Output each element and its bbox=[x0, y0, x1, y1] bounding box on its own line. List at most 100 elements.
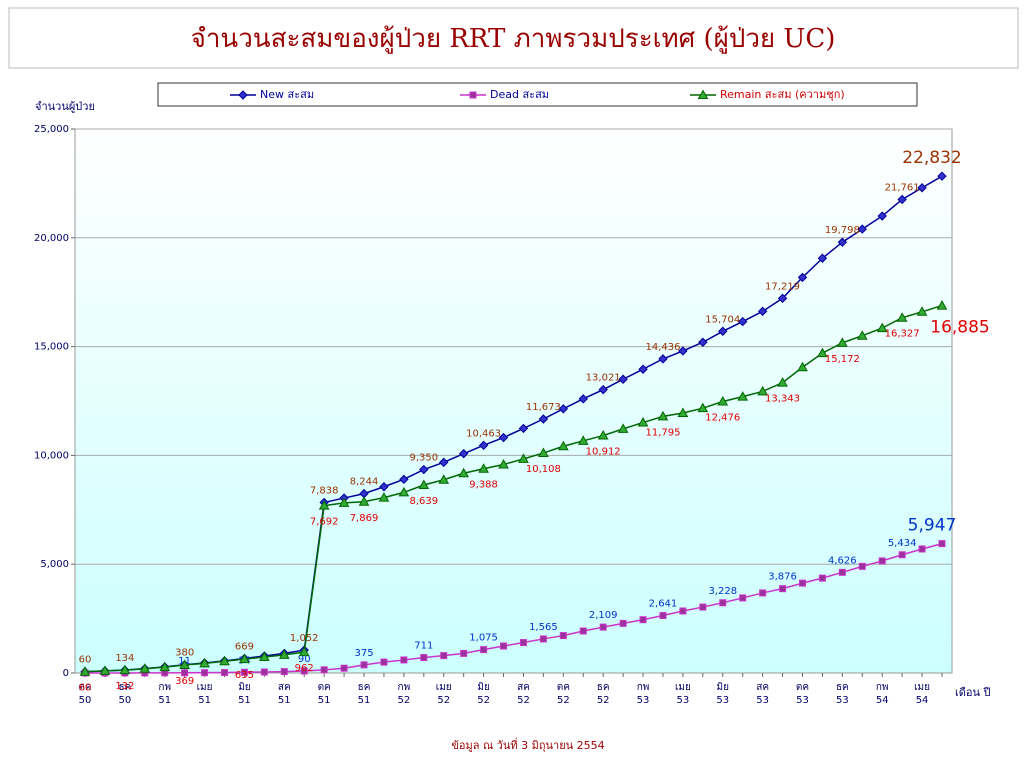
marker bbox=[419, 464, 429, 475]
data-label: 9,350 bbox=[409, 453, 438, 464]
footnote: ข้อมูล ณ วันที่ 3 มิถุนายน 2554 bbox=[451, 737, 604, 752]
marker bbox=[338, 497, 350, 507]
x-tick-label: กพ 53 bbox=[637, 682, 650, 706]
x-tick-label: ธค 53 bbox=[836, 682, 849, 706]
marker bbox=[797, 361, 808, 372]
marker bbox=[737, 316, 748, 327]
marker bbox=[699, 603, 707, 611]
data-label: 9,388 bbox=[469, 480, 498, 491]
marker bbox=[159, 661, 171, 672]
marker bbox=[558, 404, 569, 414]
marker bbox=[119, 664, 131, 675]
marker bbox=[619, 619, 627, 627]
data-label: 711 bbox=[414, 641, 433, 652]
data-label: 12,476 bbox=[705, 413, 740, 424]
x-tick-label: เมย 52 bbox=[436, 682, 452, 706]
marker bbox=[420, 654, 428, 662]
data-label: 1,052 bbox=[290, 633, 319, 644]
marker bbox=[856, 330, 868, 340]
data-label: 7,838 bbox=[310, 485, 339, 496]
data-label: 369 bbox=[175, 676, 194, 687]
data-label: 635 bbox=[235, 670, 254, 681]
marker bbox=[918, 545, 926, 553]
marker bbox=[599, 623, 607, 631]
marker bbox=[858, 562, 866, 570]
marker bbox=[717, 396, 729, 406]
marker bbox=[698, 337, 708, 347]
marker bbox=[777, 293, 788, 304]
legend-label: Remain สะสม (ความชุก) bbox=[720, 88, 845, 101]
data-label: 10,463 bbox=[466, 428, 501, 439]
marker bbox=[400, 656, 408, 664]
marker bbox=[697, 89, 709, 99]
marker bbox=[469, 91, 477, 99]
marker bbox=[917, 183, 927, 193]
data-label: 10,108 bbox=[526, 464, 561, 475]
data-label: 5,434 bbox=[888, 538, 917, 549]
marker bbox=[579, 627, 587, 635]
marker bbox=[240, 668, 248, 676]
data-label: 16,327 bbox=[885, 329, 920, 340]
marker bbox=[638, 364, 648, 374]
x-tick-label: ตค 51 bbox=[318, 682, 331, 706]
x-tick-label: ตค 53 bbox=[796, 682, 809, 706]
marker bbox=[817, 347, 828, 358]
marker bbox=[677, 407, 689, 417]
x-tick-label: เมย 53 bbox=[675, 682, 691, 706]
data-label: 380 bbox=[175, 648, 194, 659]
data-label: 16,885 bbox=[930, 318, 989, 338]
marker bbox=[278, 649, 290, 659]
marker bbox=[498, 432, 509, 443]
data-label: 8,639 bbox=[409, 496, 438, 507]
marker bbox=[201, 669, 209, 677]
marker bbox=[378, 492, 390, 502]
data-label: 17,219 bbox=[765, 281, 800, 292]
data-label: 21,761 bbox=[885, 182, 920, 193]
data-label: 15,172 bbox=[825, 354, 860, 365]
y-tick-label: 10,000 bbox=[34, 450, 69, 461]
x-tick-label: กพ 51 bbox=[158, 682, 171, 706]
data-label: 669 bbox=[235, 641, 254, 652]
marker bbox=[757, 306, 768, 317]
marker bbox=[876, 322, 888, 333]
marker bbox=[658, 354, 668, 364]
marker bbox=[518, 423, 529, 434]
marker bbox=[838, 568, 846, 576]
data-label: 3,228 bbox=[708, 586, 737, 597]
marker bbox=[440, 652, 448, 660]
marker bbox=[260, 668, 268, 676]
marker bbox=[379, 482, 389, 492]
marker bbox=[320, 666, 328, 674]
data-label: 132 bbox=[115, 681, 134, 692]
marker bbox=[478, 463, 489, 473]
marker bbox=[458, 448, 469, 459]
marker bbox=[500, 642, 508, 650]
x-tick-label: เมย 54 bbox=[914, 682, 930, 706]
x-tick-label: มิย 52 bbox=[477, 682, 490, 706]
marker bbox=[759, 589, 767, 597]
legend bbox=[157, 82, 918, 107]
data-label: 60 bbox=[79, 655, 92, 666]
marker bbox=[837, 237, 848, 247]
data-label: 4,626 bbox=[828, 555, 857, 566]
marker bbox=[718, 326, 728, 336]
marker bbox=[280, 668, 288, 676]
marker bbox=[798, 579, 806, 587]
marker bbox=[618, 374, 628, 384]
marker bbox=[239, 653, 250, 664]
marker bbox=[418, 479, 430, 490]
marker bbox=[678, 346, 688, 356]
data-label: 7,869 bbox=[350, 513, 379, 524]
marker bbox=[657, 410, 669, 421]
data-label: 22,832 bbox=[902, 148, 961, 168]
marker bbox=[460, 649, 468, 657]
marker bbox=[897, 194, 907, 205]
marker bbox=[739, 594, 747, 602]
data-label: 13,343 bbox=[765, 394, 800, 405]
marker bbox=[480, 646, 488, 654]
marker bbox=[219, 655, 230, 666]
marker bbox=[857, 224, 867, 234]
marker bbox=[797, 272, 808, 283]
marker bbox=[916, 306, 928, 316]
data-label: 5,947 bbox=[908, 516, 957, 536]
